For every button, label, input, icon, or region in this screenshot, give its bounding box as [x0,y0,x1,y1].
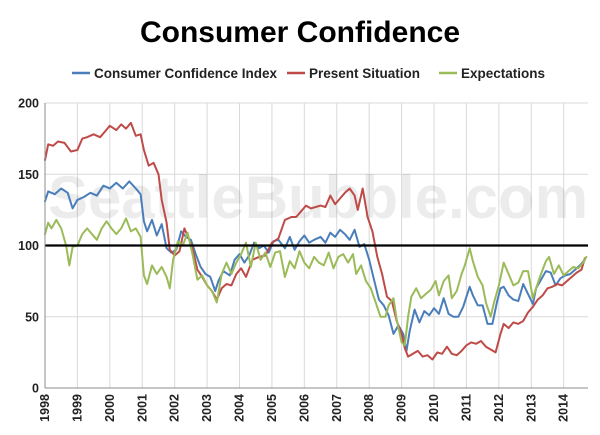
series-line-present-situation [44,121,586,361]
x-tick-label-1999: 1999 [70,394,84,422]
x-tick-label-2002: 2002 [168,394,182,422]
legend-item-present-situation: Present Situation [287,66,420,81]
x-tick-label-2014: 2014 [557,394,571,422]
y-tick-label-0: 0 [32,382,39,396]
legend-label-present-situation: Present Situation [309,66,420,81]
x-tick-label-2009: 2009 [395,394,409,422]
x-tick-label-2000: 2000 [103,394,117,422]
y-axis-ticks: 0 50 100 150 200 [18,97,39,396]
legend-label-expectations: Expectations [461,66,545,81]
x-tick-label-2005: 2005 [265,394,279,422]
legend-label-consumer-confidence-index: Consumer Confidence Index [94,66,278,81]
x-tick-label-2010: 2010 [427,394,441,422]
x-tick-label-2007: 2007 [330,394,344,422]
y-tick-label-200: 200 [18,97,39,111]
legend-item-expectations: Expectations [439,66,545,81]
x-tick-label-1998: 1998 [38,394,52,422]
x-tick-label-2006: 2006 [297,394,311,422]
x-tick-label-2004: 2004 [233,394,247,422]
x-tick-label-2008: 2008 [362,394,376,422]
chart-series [44,121,588,361]
x-tick-label-2012: 2012 [492,394,506,422]
y-tick-label-150: 150 [18,168,39,182]
chart-axes [44,103,588,389]
x-tick-label-2013: 2013 [524,394,538,422]
legend-item-consumer-confidence-index: Consumer Confidence Index [72,66,278,81]
watermark-text: SeattleBubble.com [48,164,588,231]
x-tick-label-2001: 2001 [135,394,149,422]
y-tick-label-100: 100 [18,239,39,253]
x-axis-ticks: 1998 1999 2000 2001 2002 2003 2004 2005 2006 2007… [38,394,571,422]
chart-legend: Consumer Confidence Index Present Situati… [72,66,545,81]
x-tick-label-2003: 2003 [200,394,214,422]
x-tick-label-2011: 2011 [459,394,473,421]
series-line-consumer-confidence-index [44,180,586,352]
chart-title: Consumer Confidence [140,16,460,49]
y-tick-label-50: 50 [25,310,39,324]
series-line-expectations [44,217,588,347]
